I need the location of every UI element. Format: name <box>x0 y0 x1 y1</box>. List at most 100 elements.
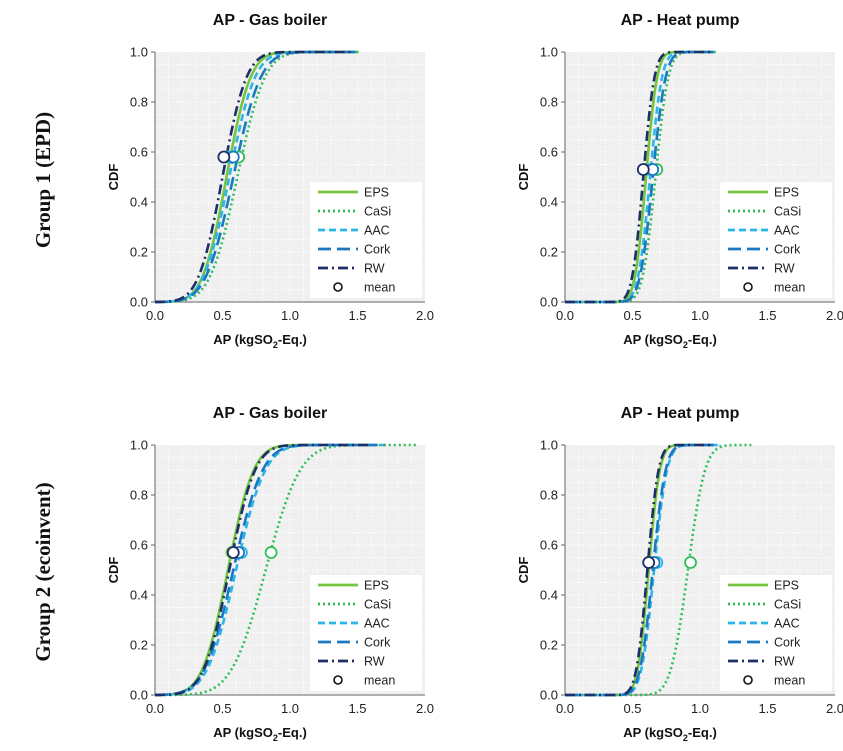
legend-mean-marker <box>333 282 343 292</box>
legend-mean-marker <box>333 675 343 685</box>
legend-label-aac: AAC <box>364 617 390 631</box>
x-tick-label: 0.5 <box>213 308 231 323</box>
x-axis-label: AP (kgSO2-Eq.) <box>623 725 717 743</box>
y-tick-label: 0.2 <box>540 245 558 260</box>
x-tick-label: 2.0 <box>416 701 434 716</box>
legend-label-rw: RW <box>364 262 385 276</box>
legend-label-casi: CaSi <box>364 205 391 219</box>
mean-marker-rw <box>217 150 231 164</box>
legend-label-cork: Cork <box>364 243 391 257</box>
y-tick-label: 0.2 <box>130 245 148 260</box>
y-tick-label: 0.0 <box>130 295 148 310</box>
x-tick-label: 2.0 <box>826 701 843 716</box>
legend-label-aac: AAC <box>364 224 390 238</box>
mean-marker-rw <box>642 556 656 569</box>
row-label-group-2: Group 2 (ecoinvent) <box>31 482 55 661</box>
x-tick-label: 1.5 <box>348 308 366 323</box>
y-tick-label: 0.0 <box>540 688 558 703</box>
y-tick-label: 0.4 <box>540 195 558 210</box>
y-tick-label: 0.2 <box>130 638 148 653</box>
chart-panel-3: 0.0 0.5 1.0 1.5 2.0 0.0 0.2 0.4 0.6 0.8 1.0 AP - Ga… <box>106 405 434 743</box>
chart-panel-1: 0.0 0.5 1.0 1.5 2.0 0.0 0.2 0.4 0.6 0.8 1.0 AP - Ga… <box>106 12 434 350</box>
x-tick-label: 0.0 <box>146 308 164 323</box>
x-tick-label: 2.0 <box>826 308 843 323</box>
legend-label-cork: Cork <box>774 636 801 650</box>
x-tick-label: 0.5 <box>213 701 231 716</box>
panel-title: AP - Heat pump <box>621 405 740 422</box>
y-tick-label: 0.4 <box>130 588 148 603</box>
y-tick-label: 0.6 <box>540 145 558 160</box>
x-tick-label: 0.5 <box>623 701 641 716</box>
legend-label-aac: AAC <box>774 224 800 238</box>
legend-label-cork: Cork <box>364 636 391 650</box>
x-tick-label: 0.0 <box>146 701 164 716</box>
legend-label-mean: mean <box>774 281 805 295</box>
y-tick-label: 0.8 <box>130 488 148 503</box>
x-tick-label: 1.0 <box>691 308 709 323</box>
legend-label-aac: AAC <box>774 617 800 631</box>
legend-label-casi: CaSi <box>774 205 801 219</box>
cdf-line-aac <box>154 443 385 697</box>
x-tick-label: 0.0 <box>556 701 574 716</box>
mean-marker-rw <box>636 163 650 176</box>
legend-box <box>310 575 422 691</box>
panel-title: AP - Gas boiler <box>213 405 327 422</box>
x-tick-label: 1.0 <box>281 308 299 323</box>
x-tick-label: 1.5 <box>758 701 776 716</box>
panel-title: AP - Heat pump <box>621 12 740 29</box>
x-axis-label: AP (kgSO2-Eq.) <box>213 332 307 350</box>
legend-label-mean: mean <box>774 674 805 688</box>
legend-label-mean: mean <box>364 674 395 688</box>
legend-mean-marker <box>743 675 753 685</box>
y-tick-label: 0.8 <box>540 488 558 503</box>
y-tick-label: 0.2 <box>540 638 558 653</box>
x-axis-label: AP (kgSO2-Eq.) <box>623 332 717 350</box>
legend-box <box>720 575 832 691</box>
legend-mean-marker <box>743 282 753 292</box>
legend-label-mean: mean <box>364 281 395 295</box>
chart-panel-2: 0.0 0.5 1.0 1.5 2.0 0.0 0.2 0.4 0.6 0.8 1.0 AP - He… <box>516 12 843 350</box>
y-tick-label: 0.6 <box>130 538 148 553</box>
y-tick-label: 0.0 <box>540 295 558 310</box>
row-label-group-1: Group 1 (EPD) <box>31 112 55 248</box>
y-axis-label: CDF <box>106 557 121 584</box>
y-tick-label: 0.8 <box>130 95 148 110</box>
y-tick-label: 1.0 <box>540 438 558 453</box>
y-tick-label: 1.0 <box>130 45 148 60</box>
legend-label-cork: Cork <box>774 243 801 257</box>
x-tick-label: 1.0 <box>281 701 299 716</box>
y-tick-label: 0.4 <box>130 195 148 210</box>
legend-label-rw: RW <box>364 655 385 669</box>
y-tick-label: 0.4 <box>540 588 558 603</box>
legend-box <box>310 182 422 298</box>
y-tick-label: 0.8 <box>540 95 558 110</box>
y-axis-label: CDF <box>516 557 531 584</box>
x-axis-label: AP (kgSO2-Eq.) <box>213 725 307 743</box>
y-axis-label: CDF <box>516 164 531 191</box>
cdf-line-rw <box>564 50 712 304</box>
legend-label-casi: CaSi <box>774 598 801 612</box>
legend-label-eps: EPS <box>774 579 799 593</box>
x-tick-label: 1.5 <box>348 701 366 716</box>
cdf-line-rw <box>154 443 372 697</box>
legend-label-eps: EPS <box>364 186 389 200</box>
legend-label-rw: RW <box>774 655 795 669</box>
mean-marker-casi <box>684 556 697 569</box>
mean-marker-rw <box>226 546 240 559</box>
cdf-line-cork <box>154 50 361 304</box>
x-tick-label: 0.0 <box>556 308 574 323</box>
cdf-line-rw <box>154 50 352 304</box>
cdf-line-rw <box>564 443 715 697</box>
y-axis-label: CDF <box>106 164 121 191</box>
x-tick-label: 2.0 <box>416 308 434 323</box>
x-tick-label: 1.0 <box>691 701 709 716</box>
x-tick-label: 0.5 <box>623 308 641 323</box>
chart-panel-4: 0.0 0.5 1.0 1.5 2.0 0.0 0.2 0.4 0.6 0.8 1.0 AP - He… <box>516 405 843 743</box>
legend-label-rw: RW <box>774 262 795 276</box>
y-tick-label: 1.0 <box>540 45 558 60</box>
y-tick-label: 0.6 <box>540 538 558 553</box>
y-tick-label: 0.6 <box>130 145 148 160</box>
y-tick-label: 0.0 <box>130 688 148 703</box>
y-tick-label: 1.0 <box>130 438 148 453</box>
